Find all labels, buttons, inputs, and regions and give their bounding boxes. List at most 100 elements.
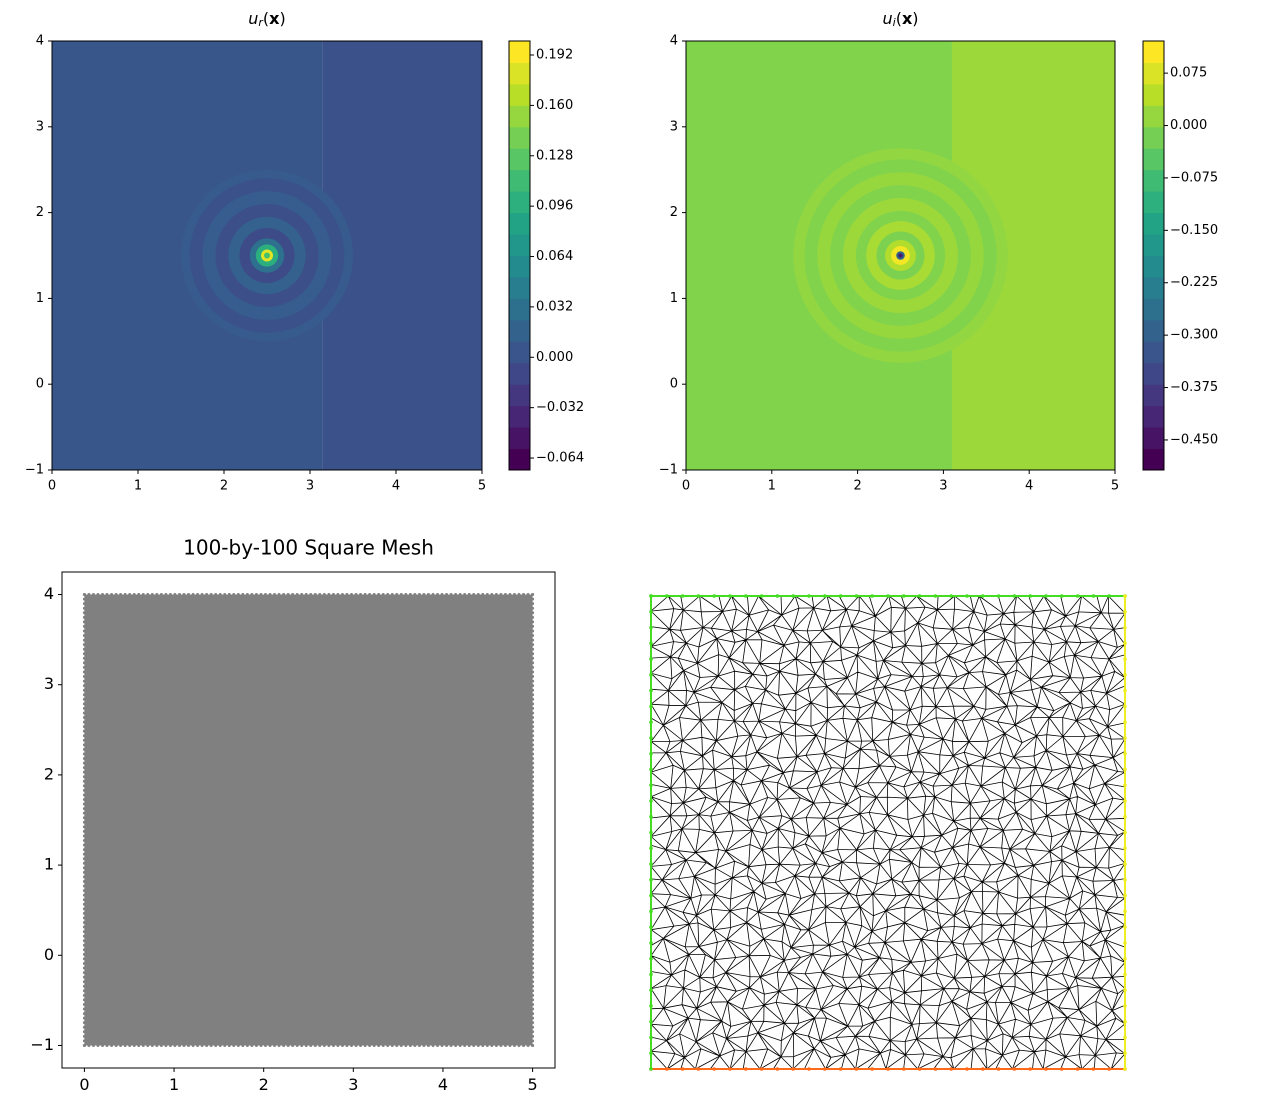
mesh-point <box>399 593 403 597</box>
mesh-point <box>531 652 535 656</box>
mesh-point <box>82 875 86 879</box>
mesh-point <box>82 957 86 961</box>
boundary-node <box>744 594 748 598</box>
boundary-node <box>649 1051 653 1056</box>
boundary-node <box>949 1067 953 1071</box>
mesh-point <box>82 661 86 665</box>
colorbar-frame <box>1142 40 1165 471</box>
mesh-point <box>250 1043 254 1047</box>
mesh-point <box>141 593 145 597</box>
boundary-node <box>886 594 890 598</box>
colorbar-band <box>509 369 530 378</box>
mesh-point <box>531 688 535 692</box>
mesh-point <box>82 624 86 628</box>
boundary-node <box>649 925 653 929</box>
mesh-point <box>168 1043 172 1047</box>
mesh-point <box>173 593 177 597</box>
mesh-point <box>82 788 86 792</box>
mesh-point <box>531 766 535 770</box>
colorbar-band <box>1143 176 1164 185</box>
colorbar-band <box>509 377 530 385</box>
colorbar-band <box>509 41 530 49</box>
mesh-point <box>259 593 263 597</box>
colorbar-band <box>509 455 530 464</box>
mesh-point <box>499 593 503 597</box>
colorbar-band <box>509 126 530 135</box>
colorbar-band <box>509 398 530 407</box>
mesh-point <box>218 1043 222 1047</box>
boundary-node <box>649 751 653 756</box>
mesh-point <box>531 788 535 792</box>
mesh-point <box>245 1043 249 1047</box>
boundary-node <box>759 1067 764 1071</box>
mesh-point <box>268 1043 272 1047</box>
mesh-point <box>82 861 86 865</box>
mesh-point <box>82 747 86 751</box>
colorbar-band <box>1143 284 1164 292</box>
mesh-point <box>368 1043 372 1047</box>
boundary-node <box>649 736 653 740</box>
mesh-point <box>494 1043 498 1047</box>
mesh-point <box>101 593 105 597</box>
mesh-point <box>173 1043 177 1047</box>
mesh-point <box>390 1043 394 1047</box>
boundary-node <box>775 1067 780 1071</box>
mesh-point <box>526 1043 530 1047</box>
field-ring <box>263 252 271 259</box>
field-ring <box>898 253 903 258</box>
mesh-point <box>472 593 476 597</box>
boundary-node <box>791 594 795 598</box>
mesh-point <box>282 593 286 597</box>
boundary-node <box>728 594 732 598</box>
boundary-node <box>649 956 653 961</box>
x-tick-label: 2 <box>259 1075 269 1094</box>
colorbar-band <box>1143 341 1164 349</box>
colorbar-band <box>509 255 530 264</box>
mesh-point <box>531 857 535 861</box>
mesh-point <box>119 593 123 597</box>
mesh-point <box>82 898 86 902</box>
x-tick-label: 3 <box>348 1075 358 1094</box>
mesh-point <box>82 711 86 715</box>
boundary-node <box>1075 1067 1080 1071</box>
boundary-node <box>1123 862 1127 866</box>
mesh-point <box>531 1002 535 1006</box>
mesh-point <box>449 1043 453 1047</box>
x-tick-label: 0 <box>48 478 56 493</box>
plot-area <box>686 41 1115 470</box>
title-part: ) <box>912 9 918 28</box>
colorbar-band <box>509 162 530 171</box>
mesh-point <box>82 693 86 697</box>
mesh-point <box>82 1039 86 1043</box>
mesh-point <box>531 884 535 888</box>
colorbar-band <box>1143 62 1164 71</box>
mesh-point <box>327 1043 331 1047</box>
mesh-point <box>82 802 86 806</box>
mesh-point <box>531 820 535 824</box>
mesh-point <box>531 734 535 738</box>
colorbar-band <box>509 105 530 113</box>
mesh-point <box>150 593 154 597</box>
mesh-point <box>82 688 86 692</box>
mesh-point <box>531 1016 535 1020</box>
colorbar-tick-label: −0.032 <box>536 400 584 415</box>
mesh-point <box>82 720 86 724</box>
colorbar-band <box>1143 76 1164 85</box>
mesh-point <box>82 1016 86 1020</box>
mesh-point <box>526 593 530 597</box>
title-part: u <box>248 9 258 28</box>
mesh-point <box>119 1043 123 1047</box>
colorbar-band <box>509 226 530 235</box>
mesh-point <box>368 593 372 597</box>
mesh-point <box>318 1043 322 1047</box>
mesh-point <box>531 611 535 615</box>
boundary-node <box>823 1067 827 1071</box>
mesh-point <box>531 629 535 633</box>
colorbar-band <box>509 405 530 414</box>
mesh-point <box>82 665 86 669</box>
mesh-point <box>531 1007 535 1011</box>
colorbar-tick-label: 0.160 <box>536 98 573 113</box>
boundary-node <box>649 594 653 598</box>
mesh-point <box>350 1043 354 1047</box>
colorbar-band <box>1143 191 1164 199</box>
